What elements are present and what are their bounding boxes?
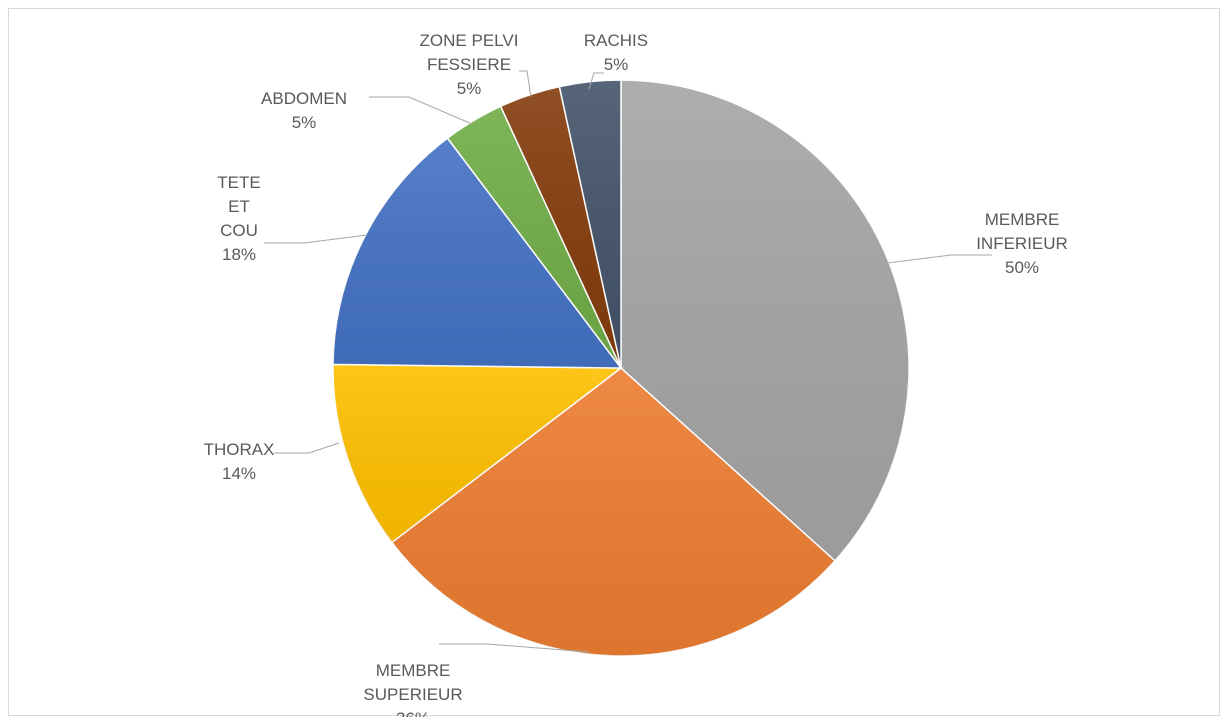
data-label: THORAX 14% [204,440,275,483]
data-label-percent: 5% [292,113,317,132]
data-label-category: ZONE PELVI [420,31,519,50]
leader-line [264,234,368,244]
data-label-category: ABDOMEN [261,89,347,108]
data-label: ZONE PELVI FESSIERE 5% [420,31,519,98]
data-label-percent: 50% [1005,258,1039,277]
data-label-category: MEMBRE [376,661,451,680]
data-label: TETE ET COU 18% [217,173,260,264]
leader-lines-layer [264,70,992,653]
chart-frame: MEMBRE INFERIEUR 50% MEMBRE SUPERIEUR 36% THOR… [8,8,1220,717]
data-label: RACHIS 5% [584,31,648,74]
data-label-category: ET [228,197,250,216]
leader-line [274,442,340,454]
data-label-category: MEMBRE [985,210,1060,229]
data-label-percent: 18% [222,245,256,264]
leader-line [519,70,532,98]
data-label-category: TETE [217,173,260,192]
data-label-percent: 36% [396,709,430,717]
leader-line [369,96,473,125]
pie-slice-shading [500,86,621,368]
data-label-category: RACHIS [584,31,648,50]
data-label: MEMBRE INFERIEUR 50% [976,210,1068,277]
data-label-percent: 14% [222,464,256,483]
pie-slice-shading [559,80,621,368]
leader-line [588,72,604,90]
data-label-category: COU [220,221,258,240]
pie-slice-shading [391,368,835,656]
pie-slice-shading [621,80,910,561]
pie-chart: MEMBRE INFERIEUR 50% MEMBRE SUPERIEUR 36% THOR… [204,31,1068,717]
data-label: MEMBRE SUPERIEUR 36% [363,661,462,717]
pie-slice-shading [332,364,621,543]
leader-line [439,643,590,653]
pie-slice-shading [333,138,621,368]
data-label-percent: 5% [457,79,482,98]
data-label-category: INFERIEUR [976,234,1068,253]
data-label-category: SUPERIEUR [363,685,462,704]
leader-line [886,254,992,264]
data-label-percent: 5% [604,55,629,74]
data-label-category: FESSIERE [427,55,511,74]
pie-slice-shading [447,106,621,368]
slices-layer [332,79,910,657]
data-label-category: THORAX [204,440,275,459]
data-label: ABDOMEN 5% [261,89,347,132]
labels-layer: MEMBRE INFERIEUR 50% MEMBRE SUPERIEUR 36% THOR… [204,31,1068,717]
